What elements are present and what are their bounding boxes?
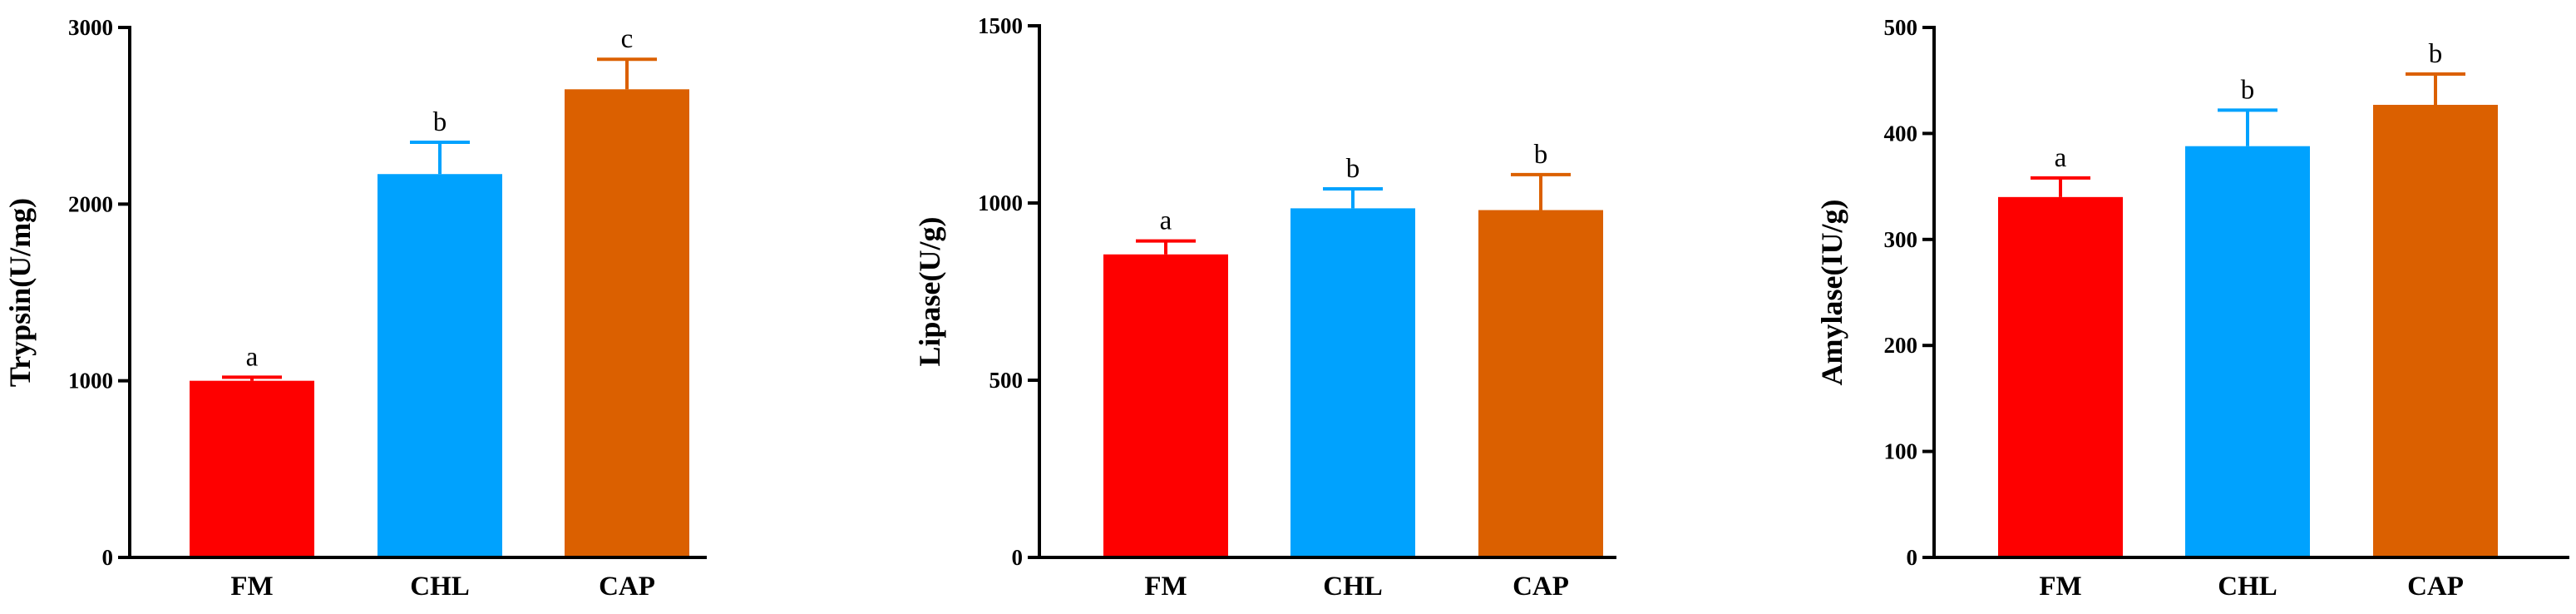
- x-tick-label-chl: CHL: [2218, 572, 2277, 602]
- significance-label-chl: b: [2241, 75, 2255, 105]
- bar-cap: [565, 89, 689, 558]
- significance-label-fm: a: [2055, 143, 2067, 173]
- x-tick-label-cap: CAP: [599, 572, 655, 602]
- chart-panel-3: a FM b CHL b CAP 0 100 200 300 400 500 Amylase(IU/g): [1815, 15, 2569, 602]
- significance-label-cap: b: [2429, 39, 2443, 69]
- x-tick-label-cap: CAP: [2407, 572, 2464, 602]
- chart-panel-1: a FM b CHL c CAP 0 1000 2000 3000 Trypsin(U/mg): [3, 15, 707, 602]
- x-tick-label-chl: CHL: [1323, 572, 1383, 602]
- y-tick-label: 500: [989, 368, 1024, 393]
- bar-fm: [1998, 196, 2123, 557]
- x-tick-label-chl: CHL: [410, 572, 470, 602]
- significance-label-fm: a: [246, 342, 259, 372]
- y-tick-label: 1000: [68, 369, 113, 394]
- y-axis-title: Lipase(U/g): [913, 217, 946, 367]
- significance-label-chl: b: [1346, 154, 1360, 184]
- x-tick-label-cap: CAP: [1513, 572, 1569, 602]
- y-tick-label: 2000: [68, 191, 113, 216]
- bar-cap: [1478, 210, 1603, 557]
- bar-chl: [1290, 208, 1415, 557]
- y-tick-label: 300: [1884, 227, 1918, 252]
- x-tick-label-fm: FM: [230, 572, 273, 602]
- y-tick-label: 100: [1884, 439, 1918, 464]
- y-tick-label: 1000: [978, 191, 1023, 215]
- y-axis-title: Amylase(IU/g): [1815, 200, 1848, 386]
- significance-label-chl: b: [433, 107, 447, 137]
- y-tick-label: 500: [1884, 15, 1918, 40]
- y-tick-label: 0: [1907, 545, 1918, 570]
- bar-chl: [2185, 146, 2310, 558]
- y-tick-label: 1500: [978, 13, 1023, 38]
- y-tick-label: 400: [1884, 121, 1918, 146]
- x-tick-label-fm: FM: [2039, 572, 2081, 602]
- significance-label-fm: a: [1160, 206, 1172, 236]
- y-tick-label: 3000: [68, 15, 113, 40]
- y-axis-title: Trypsin(U/mg): [3, 198, 37, 387]
- bar-cap: [2373, 105, 2498, 557]
- y-tick-label: 0: [1012, 545, 1024, 570]
- x-tick-label-fm: FM: [1144, 572, 1187, 602]
- y-tick-label: 0: [102, 545, 114, 570]
- bar-chl: [378, 174, 502, 557]
- bar-fm: [1103, 254, 1228, 557]
- significance-label-cap: b: [1534, 140, 1548, 170]
- significance-label-cap: c: [621, 24, 634, 54]
- y-tick-label: 200: [1884, 333, 1918, 358]
- chart-panel-2: a FM b CHL b CAP 0 500 1000 1500 Lipase(U/g): [913, 13, 1616, 602]
- bar-fm: [190, 380, 314, 557]
